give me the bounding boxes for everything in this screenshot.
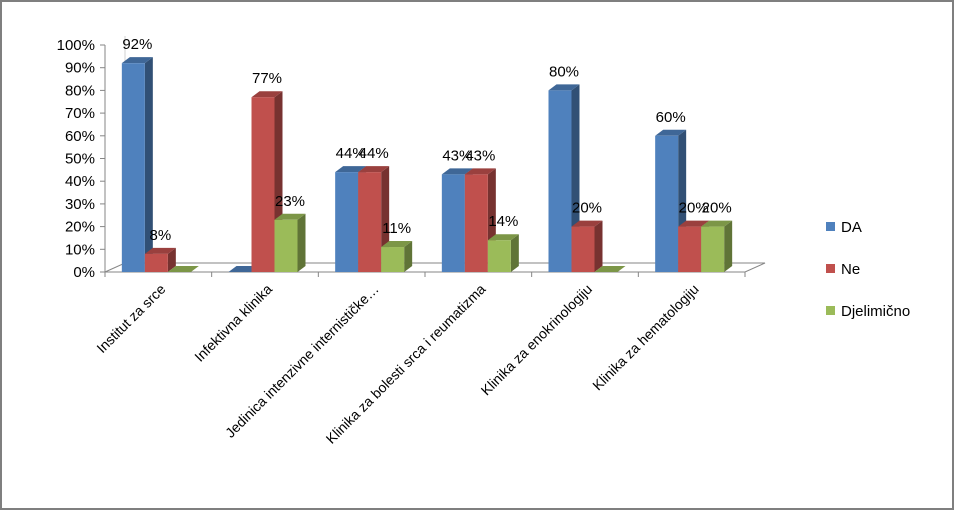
bar-top bbox=[594, 266, 626, 272]
data-label: 14% bbox=[488, 213, 518, 230]
y-tick-label: 40% bbox=[65, 173, 95, 190]
bar-side bbox=[724, 220, 733, 272]
bar-top bbox=[548, 84, 580, 91]
bar-ne bbox=[144, 253, 168, 272]
y-tick-label: 50% bbox=[65, 151, 95, 168]
bar-side bbox=[510, 234, 519, 272]
data-label: 77% bbox=[252, 70, 282, 87]
legend-label-ne: Ne bbox=[841, 261, 860, 278]
bar-da bbox=[655, 135, 679, 272]
legend-swatch-ne bbox=[826, 264, 835, 273]
y-tick-label: 80% bbox=[65, 82, 95, 99]
bar-top bbox=[571, 220, 603, 227]
category-label: Institut za srce bbox=[93, 281, 168, 356]
bar-djelimično bbox=[381, 247, 405, 272]
y-tick-label: 60% bbox=[65, 128, 95, 145]
data-label: 44% bbox=[359, 145, 389, 162]
bar-top bbox=[274, 213, 306, 220]
category-label: Klinika za enokrinologiju bbox=[478, 281, 596, 399]
bar-top bbox=[464, 168, 496, 175]
y-tick-label: 30% bbox=[65, 196, 95, 213]
bar-top bbox=[121, 57, 153, 64]
data-label: 43% bbox=[465, 147, 495, 164]
legend-label-djelimično: Djelimično bbox=[841, 303, 910, 320]
legend-swatch-da bbox=[826, 222, 835, 231]
bar-top bbox=[335, 166, 367, 173]
data-label: 92% bbox=[122, 36, 152, 53]
data-label: 80% bbox=[549, 63, 579, 80]
bar-top bbox=[144, 247, 176, 254]
bar-top bbox=[167, 266, 199, 272]
legend-label-da: DA bbox=[841, 219, 862, 236]
bar-side bbox=[594, 220, 603, 272]
y-tick-label: 10% bbox=[65, 241, 95, 258]
bar-ne bbox=[358, 172, 382, 272]
bar-ne bbox=[251, 97, 275, 273]
bar-ne bbox=[571, 226, 595, 272]
bar-top bbox=[251, 91, 283, 98]
y-tick-label: 70% bbox=[65, 105, 95, 122]
category-label: Klinika za hematologiju bbox=[589, 281, 702, 394]
bar-top bbox=[678, 220, 710, 227]
y-tick-label: 100% bbox=[57, 37, 95, 54]
data-label: 43% bbox=[442, 147, 472, 164]
bar-side bbox=[297, 213, 306, 272]
bar-ne bbox=[464, 174, 488, 272]
bar-da bbox=[548, 90, 572, 273]
data-label: 20% bbox=[679, 200, 709, 217]
y-tick-label: 90% bbox=[65, 60, 95, 77]
bar-top bbox=[655, 129, 687, 136]
bar-top bbox=[487, 234, 519, 241]
bar-side bbox=[404, 241, 413, 272]
data-label: 8% bbox=[149, 227, 171, 244]
category-label: Infektivna klinika bbox=[191, 281, 275, 365]
data-label: 20% bbox=[702, 200, 732, 217]
bar-da bbox=[335, 172, 359, 272]
y-tick-label: 0% bbox=[73, 264, 95, 281]
bar-top bbox=[381, 241, 413, 248]
bar-ne bbox=[678, 226, 702, 272]
bar-djelimično bbox=[701, 226, 725, 272]
y-tick-label: 20% bbox=[65, 219, 95, 236]
data-label: 11% bbox=[382, 220, 411, 237]
data-label: 44% bbox=[336, 145, 366, 162]
bar-side bbox=[167, 247, 176, 272]
data-label: 23% bbox=[275, 193, 305, 210]
bar-top bbox=[701, 220, 733, 227]
bar-djelimično bbox=[274, 219, 298, 272]
bar-side bbox=[144, 57, 153, 272]
bar-top bbox=[441, 168, 473, 175]
bar-da bbox=[441, 174, 465, 272]
data-label: 60% bbox=[656, 109, 686, 126]
bar-top bbox=[358, 166, 390, 173]
bar-da bbox=[121, 63, 145, 272]
data-label: 20% bbox=[572, 200, 602, 217]
legend-swatch-djelimično bbox=[826, 306, 835, 315]
bar-djelimično bbox=[487, 240, 511, 272]
